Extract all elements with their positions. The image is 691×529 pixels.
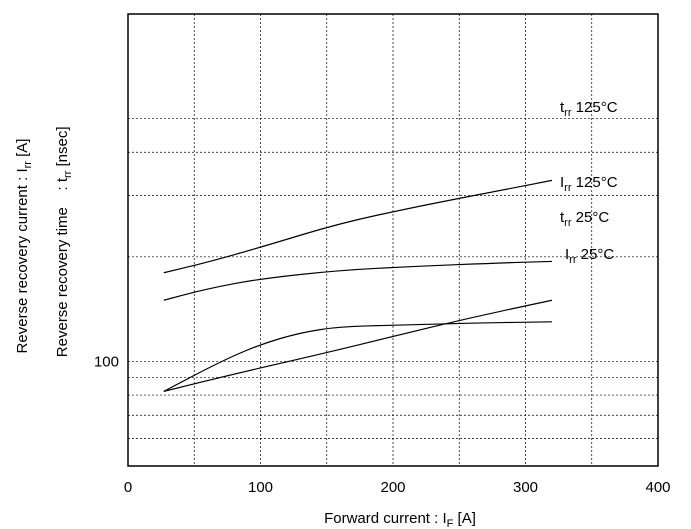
series-line bbox=[163, 299, 553, 392]
x-tick-label: 300 bbox=[513, 479, 538, 496]
x-tick-label: 400 bbox=[645, 479, 670, 496]
y-tick-labels: 100 bbox=[94, 353, 119, 370]
series-line bbox=[163, 321, 553, 392]
series-label: Irr 125°C bbox=[560, 174, 618, 194]
series-labels: trr 125°C Irr 125°C trr 25°C Irr 25°C bbox=[560, 99, 618, 266]
x-tick-label: 100 bbox=[248, 479, 273, 496]
y-axis-label-time: Reverse recovery time : trr [nsec] bbox=[54, 114, 74, 378]
plot-frame bbox=[127, 13, 659, 467]
x-tick-labels: 0 100 200 300 400 bbox=[124, 479, 671, 496]
series-line bbox=[163, 260, 553, 301]
vertical-gridlines bbox=[193, 14, 593, 466]
series-label: Irr 25°C bbox=[565, 246, 614, 266]
x-tick-label: 200 bbox=[380, 479, 405, 496]
series-label: trr 25°C bbox=[560, 209, 609, 229]
series-label: trr 125°C bbox=[560, 99, 618, 119]
x-axis-label: Forward current : IF [A] bbox=[324, 510, 476, 529]
y-axis-label-current: Reverse recovery current : Irr [A] bbox=[14, 139, 34, 354]
series-lines bbox=[163, 179, 553, 392]
y-tick-label: 100 bbox=[94, 353, 119, 370]
x-tick-label: 0 bbox=[124, 479, 132, 496]
horizontal-gridlines bbox=[128, 118, 658, 439]
series-line bbox=[163, 179, 553, 274]
